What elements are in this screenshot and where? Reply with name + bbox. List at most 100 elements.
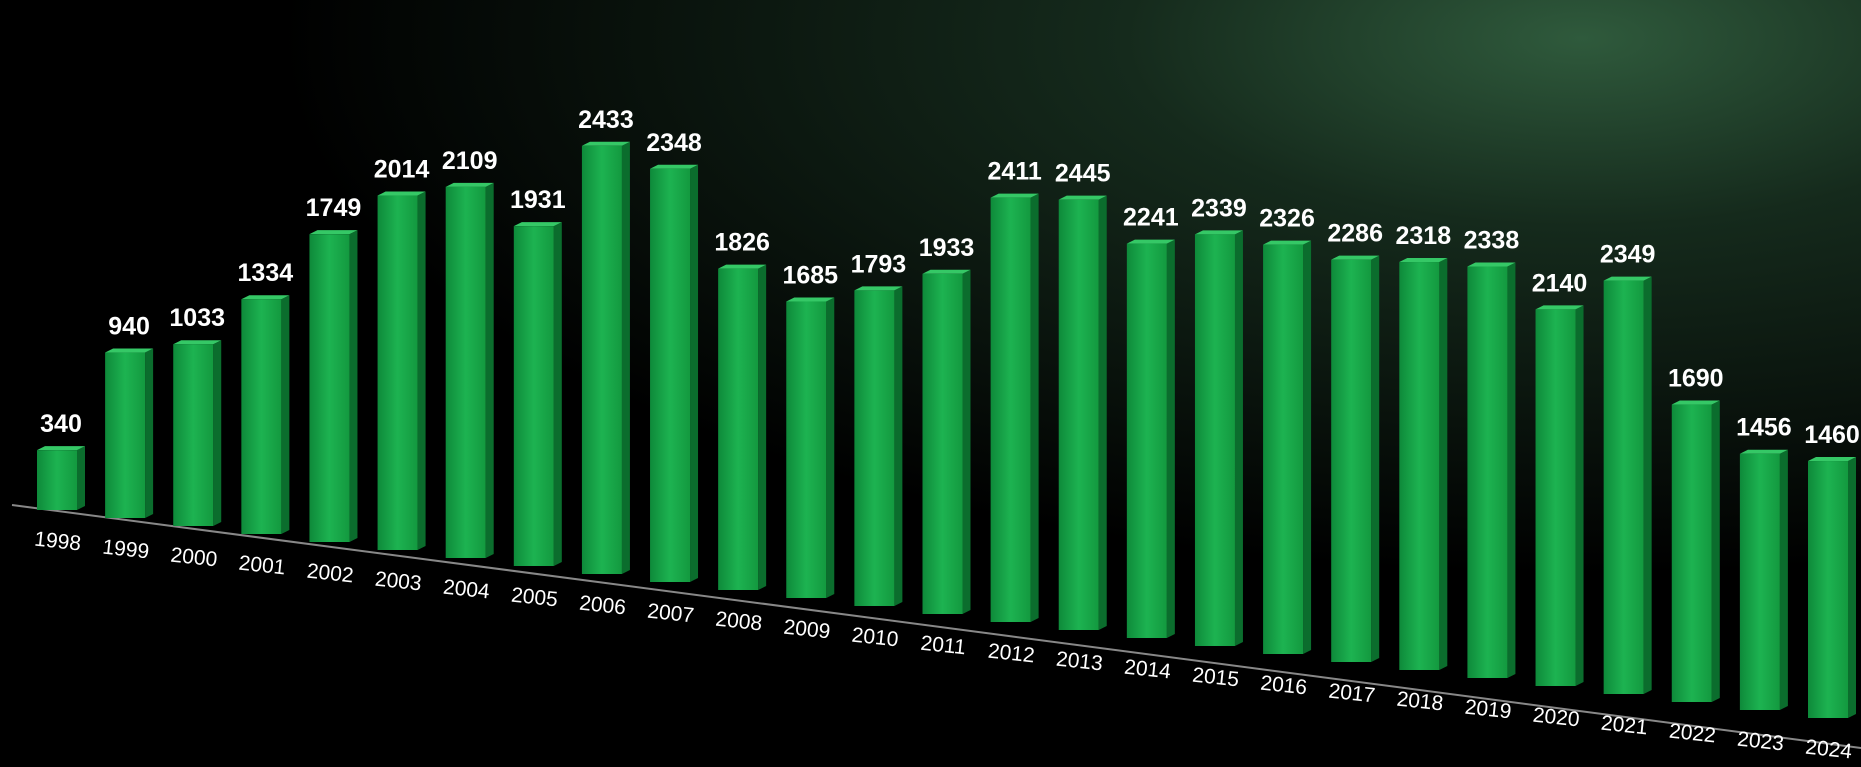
bar-side: [758, 265, 766, 590]
x-tick-label: 2017: [1327, 680, 1376, 708]
bar-side: [418, 192, 426, 550]
bar: [1399, 262, 1439, 670]
x-tick-label: 2015: [1191, 664, 1240, 692]
x-tick-label: 2014: [1123, 656, 1172, 684]
bar: [923, 274, 963, 614]
bar: [37, 450, 77, 510]
bar: [1467, 267, 1507, 678]
value-label: 940: [108, 313, 150, 341]
bar: [1604, 281, 1644, 694]
bar: [1195, 234, 1235, 646]
x-tick-label: 2002: [306, 560, 355, 588]
bar-top: [582, 142, 630, 146]
bar-side: [894, 286, 902, 606]
x-tick-label: 2000: [169, 544, 218, 572]
bar-side: [1439, 258, 1447, 670]
bar-side: [281, 295, 289, 534]
bar-top: [1808, 457, 1856, 461]
x-tick-label: 2020: [1532, 704, 1581, 732]
value-label: 2349: [1600, 241, 1656, 269]
x-tick-label: 2009: [783, 616, 832, 644]
x-tick-label: 2004: [442, 576, 491, 604]
bar: [786, 301, 826, 598]
bar-side: [349, 230, 357, 542]
bar-side: [1712, 401, 1720, 702]
bar-top: [309, 230, 357, 234]
bar-top: [173, 340, 221, 344]
bar-side: [1848, 457, 1856, 718]
bar-side: [622, 142, 630, 574]
value-label: 1793: [851, 250, 907, 278]
bar-top: [514, 222, 562, 226]
value-label: 1456: [1736, 414, 1792, 442]
bar: [718, 269, 758, 590]
x-tick-label: 2012: [987, 640, 1036, 668]
bar: [582, 146, 622, 574]
bar-top: [1331, 256, 1379, 260]
bar-top: [37, 446, 85, 450]
x-tick-label: 2010: [851, 624, 900, 652]
bar-side: [1099, 196, 1107, 630]
bar: [1808, 461, 1848, 718]
bar: [105, 353, 145, 518]
value-label: 2433: [578, 106, 634, 134]
bar: [309, 234, 349, 542]
bar: [378, 196, 418, 550]
bar-top: [1263, 241, 1311, 245]
bar: [650, 169, 690, 582]
bar-side: [826, 297, 834, 598]
bar: [1127, 244, 1167, 638]
bar: [173, 344, 213, 526]
value-label: 1033: [169, 304, 225, 332]
x-tick-label: 2019: [1464, 696, 1513, 724]
x-tick-label: 2023: [1736, 728, 1785, 756]
bar-top: [1740, 450, 1788, 454]
x-tick-label: 2011: [920, 632, 967, 660]
bar-top: [446, 183, 494, 187]
bar-side: [145, 349, 153, 518]
value-label: 1334: [238, 259, 294, 287]
bar-top: [991, 194, 1039, 198]
value-label: 2445: [1055, 160, 1111, 188]
x-tick-label: 2021: [1600, 712, 1649, 740]
value-label: 1933: [919, 234, 975, 262]
bar-top: [1536, 305, 1584, 309]
bar-top: [650, 165, 698, 169]
bar-top: [1467, 263, 1515, 267]
bar: [854, 290, 894, 606]
x-tick-label: 2024: [1804, 736, 1853, 764]
bar-side: [77, 446, 85, 510]
bar: [1059, 200, 1099, 630]
bar-top: [786, 297, 834, 301]
chart: 3401998940199910332000133420011749200220…: [0, 0, 1861, 767]
x-tick-label: 2007: [646, 600, 695, 628]
bar: [514, 226, 554, 566]
bar: [446, 187, 486, 558]
value-label: 2014: [374, 156, 430, 184]
bar-side: [963, 270, 971, 614]
bar-side: [1780, 450, 1788, 710]
bar-top: [1399, 258, 1447, 262]
value-label: 340: [40, 410, 82, 438]
bar-side: [1576, 305, 1584, 686]
bar-top: [1059, 196, 1107, 200]
bar-side: [1507, 263, 1515, 678]
bar-side: [1303, 241, 1311, 654]
x-tick-label: 2018: [1396, 688, 1445, 716]
value-label: 2241: [1123, 204, 1179, 232]
bar-top: [1604, 277, 1652, 281]
bar: [1263, 245, 1303, 654]
bar-top: [923, 270, 971, 274]
value-label: 1826: [714, 229, 770, 257]
x-tick-label: 1998: [33, 528, 82, 556]
value-label: 2326: [1259, 205, 1315, 233]
x-tick-label: 2003: [374, 568, 423, 596]
value-label: 2411: [987, 158, 1041, 186]
value-label: 2348: [646, 129, 702, 157]
value-label: 2140: [1532, 269, 1588, 297]
bar-side: [1235, 230, 1243, 646]
value-label: 1460: [1804, 421, 1860, 449]
bar-top: [1195, 230, 1243, 234]
bar-top: [718, 265, 766, 269]
value-label: 2109: [442, 147, 498, 175]
